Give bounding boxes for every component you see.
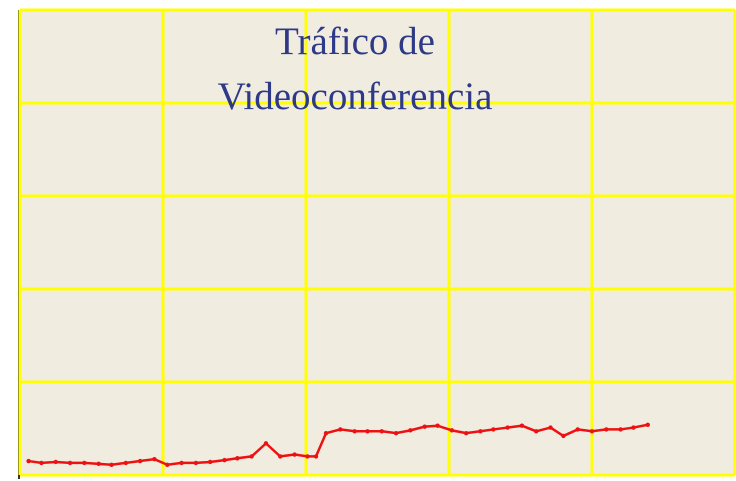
data-point — [305, 454, 310, 459]
data-point — [323, 430, 329, 436]
data-point — [313, 454, 319, 459]
data-point — [631, 425, 636, 430]
data-point — [82, 460, 87, 466]
data-point — [393, 430, 399, 436]
data-point — [263, 441, 269, 446]
data-point — [207, 459, 213, 465]
data-point — [352, 429, 357, 434]
data-point — [604, 427, 609, 432]
data-point — [222, 457, 227, 463]
data-point — [338, 427, 343, 432]
data-point — [137, 458, 143, 464]
data-point — [193, 460, 199, 466]
data-point — [645, 422, 650, 427]
data-point — [249, 454, 254, 459]
data-point — [165, 462, 170, 467]
data-point — [408, 428, 413, 433]
data-point — [365, 429, 370, 434]
data-point — [123, 460, 129, 466]
data-point — [548, 425, 553, 430]
data-point — [435, 423, 440, 428]
data-point — [53, 459, 58, 465]
data-point — [67, 460, 73, 466]
data-point — [505, 425, 510, 430]
plot-background — [20, 10, 735, 475]
data-point — [379, 429, 384, 434]
data-point — [463, 430, 469, 436]
data-point — [39, 460, 44, 466]
data-point — [292, 452, 297, 457]
data-point — [235, 456, 240, 461]
chart-title: Tráfico de Videoconferencia — [217, 20, 493, 118]
data-point — [575, 427, 580, 432]
data-point — [534, 429, 539, 434]
data-point — [449, 428, 455, 433]
data-point — [478, 429, 483, 434]
data-point — [519, 423, 525, 428]
data-point — [109, 462, 114, 467]
data-point — [561, 433, 566, 439]
data-point — [179, 460, 184, 466]
data-point — [589, 429, 595, 434]
data-point — [152, 456, 157, 462]
data-point — [618, 427, 623, 432]
data-point — [422, 424, 427, 429]
data-point — [491, 427, 496, 432]
data-point — [26, 458, 31, 464]
data-point — [96, 461, 101, 467]
data-line — [28, 423, 649, 467]
data-point — [278, 454, 283, 459]
